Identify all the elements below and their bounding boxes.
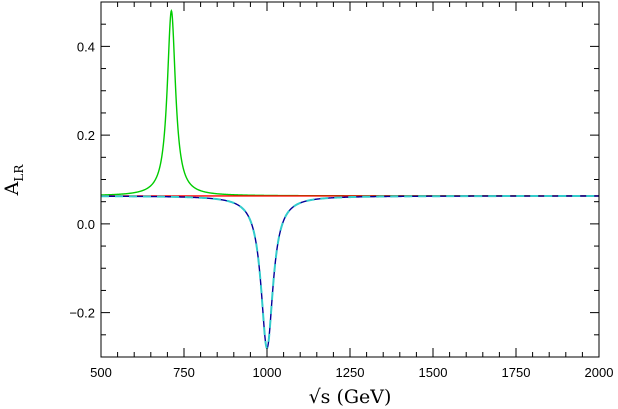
series-line-3 [101, 194, 599, 350]
y-tick-label: 0.2 [77, 128, 95, 143]
y-tick-label: 0.0 [77, 217, 95, 232]
y-tick-label: 0.4 [77, 39, 95, 54]
x-tick-label: 1250 [336, 365, 365, 380]
x-tick-label: 2000 [585, 365, 614, 380]
x-tick-label: 1500 [419, 365, 448, 380]
x-tick-label: 750 [173, 365, 195, 380]
svg-text:ALR: ALR [1, 164, 26, 197]
y-tick-label: −0.2 [69, 306, 95, 321]
y-axis-title-subscript: LR [12, 164, 26, 182]
tick-labels: 500 750 1000 1250 1500 1750 2000 −0.2 0.0 0.2 0.4 [69, 39, 613, 380]
ticks-layer [100, 1, 600, 358]
y-axis-title: ALR [1, 164, 26, 197]
y-axis-title-main: A [1, 181, 23, 196]
series-line-2 [101, 195, 599, 350]
x-axis-title: √s (GeV) [309, 386, 392, 408]
plot-frame [100, 1, 600, 358]
x-tick-label: 1000 [253, 365, 282, 380]
x-tick-label: 500 [90, 365, 112, 380]
x-tick-label: 1750 [502, 365, 531, 380]
series-layer [100, 9, 599, 350]
series-line-0 [100, 9, 599, 197]
